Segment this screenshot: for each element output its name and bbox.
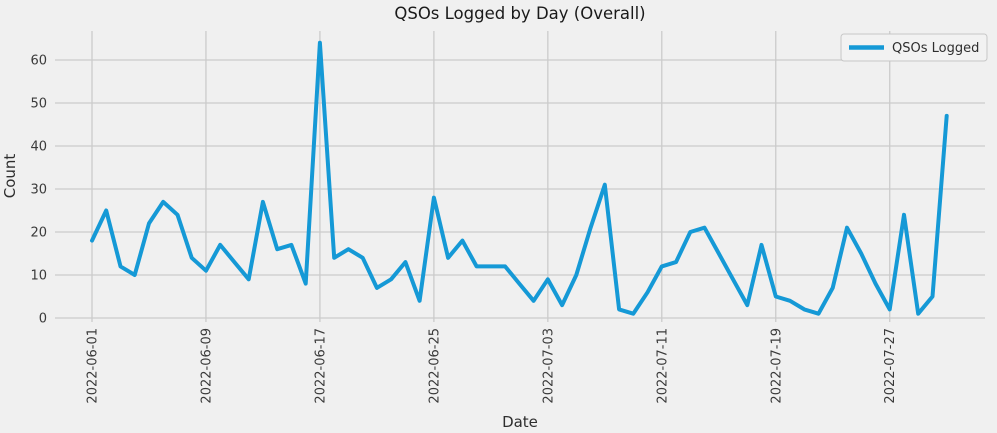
y-axis-label: Count — [1, 154, 19, 199]
chart-title: QSOs Logged by Day (Overall) — [394, 4, 645, 23]
legend: QSOs Logged — [840, 33, 988, 62]
legend-box — [840, 33, 988, 62]
chart-line-group — [90, 40, 949, 316]
y-tick-label: 30 — [30, 183, 47, 198]
x-tick-label: 2022-07-03 — [541, 328, 556, 404]
y-tick-label: 10 — [30, 269, 47, 284]
x-tick-label: 2022-06-17 — [313, 328, 328, 404]
x-tick-label: 2022-07-19 — [769, 328, 784, 404]
series-line-qsos-logged — [90, 40, 949, 316]
y-tick-label: 40 — [30, 140, 47, 155]
plot-area — [55, 31, 985, 322]
x-tick-label: 2022-07-27 — [883, 328, 898, 404]
x-tick-label: 2022-06-01 — [86, 328, 101, 404]
y-tick-labels: 0 10 20 30 40 50 60 — [30, 54, 47, 327]
x-axis-label: Date — [502, 413, 538, 431]
y-tick-label: 20 — [30, 226, 47, 241]
x-tick-label: 2022-06-09 — [199, 328, 214, 404]
gridlines — [55, 31, 985, 322]
y-tick-label: 60 — [30, 54, 47, 69]
y-tick-label: 50 — [30, 97, 47, 112]
legend-label: QSOs Logged — [892, 41, 979, 56]
x-tick-label: 2022-07-11 — [655, 328, 670, 404]
x-tick-label: 2022-06-25 — [427, 328, 442, 404]
y-tick-label: 0 — [39, 312, 47, 327]
x-tick-labels: 2022-06-01 2022-06-09 2022-06-17 2022-06-25… — [86, 328, 899, 404]
